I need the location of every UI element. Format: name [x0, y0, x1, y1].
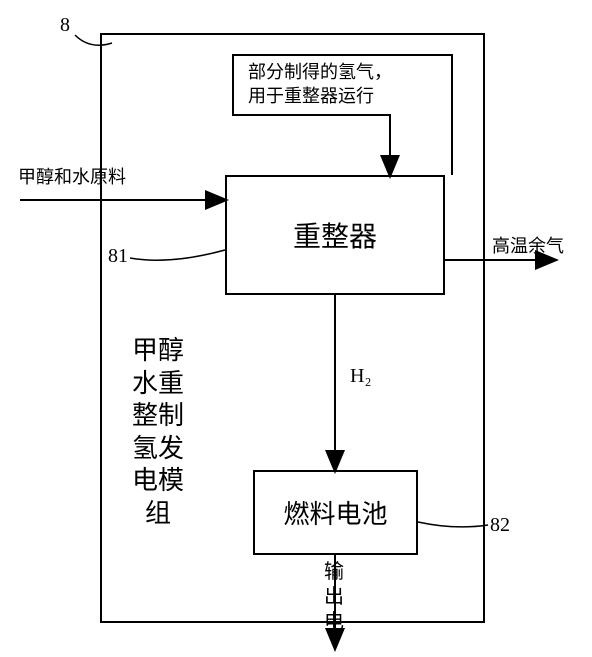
feed-input-label: 甲醇和水原料: [18, 163, 126, 189]
module-name-label: 甲醇 水重 整制 氢发 电模 组: [128, 335, 188, 530]
ref-82: 82: [490, 514, 510, 537]
reformer-box: 重整器: [225, 175, 445, 295]
h2-label: H₂: [350, 365, 371, 388]
reformer-label: 重整器: [293, 215, 377, 255]
ref-81: 81: [108, 245, 128, 268]
ref-8: 8: [60, 14, 70, 37]
fuelcell-label: 燃料电池: [283, 494, 387, 531]
exhaust-label: 高温余气: [492, 232, 564, 258]
feedback-note: 部分制得的氢气， 用于重整器运行: [248, 60, 392, 109]
fuelcell-box: 燃料电池: [253, 470, 418, 555]
output-label: 输 出 电: [312, 560, 356, 635]
